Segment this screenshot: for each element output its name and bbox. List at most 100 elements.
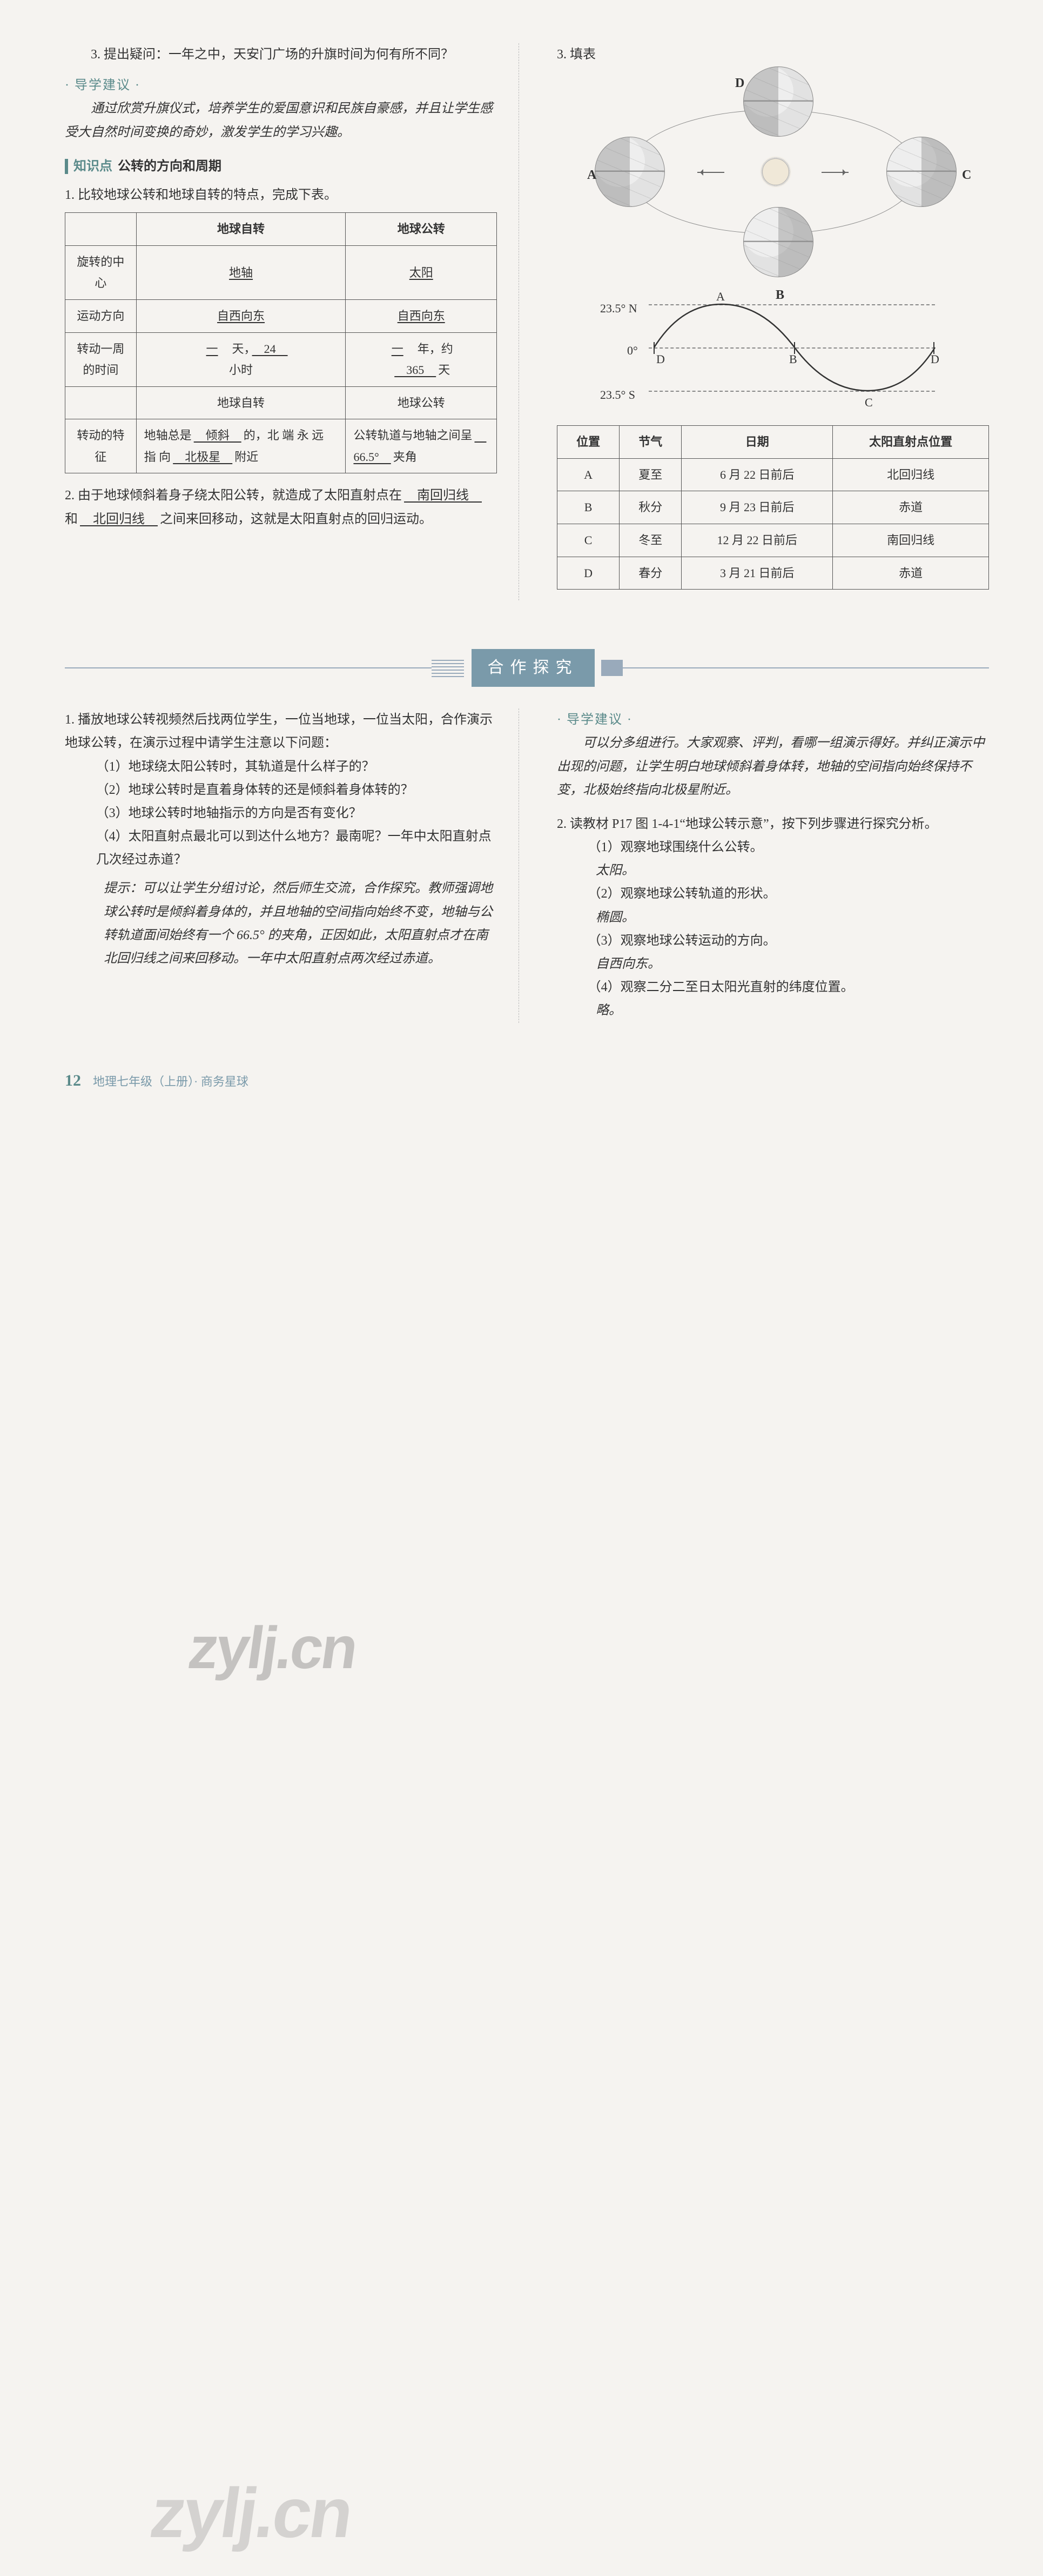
bl-q1-intro: 1. 播放地球公转视频然后找两位学生，一位当地球，一位当太阳，合作演示地球公转，… [65, 708, 497, 755]
table-cell: 旋转的中心 [65, 245, 137, 299]
arrow-icon [822, 172, 849, 173]
table-cell: 夏至 [620, 458, 682, 491]
table-cell [65, 386, 137, 419]
table-cell: 9 月 23 日前后 [682, 491, 833, 524]
wave-pt-d1: D [656, 349, 665, 370]
table-cell: 一 年，约 365 天 [346, 332, 497, 386]
table-cell: 地轴 [136, 245, 346, 299]
table-cell: 北回归线 [833, 458, 989, 491]
table-cell: 地球自转 [136, 213, 346, 246]
br-advice-label: · 导学建议 · [557, 708, 989, 732]
heading-bar-icon [65, 159, 68, 174]
globe-d-icon [743, 66, 813, 137]
footer-book-title: 地理七年级（上册）· 商务星球 [93, 1075, 248, 1088]
table-row: 转动一周的时间 一 天， 24 小时 一 年，约 365 天 [65, 332, 497, 386]
cooperate-banner: 合作探究 [65, 649, 989, 687]
orbit-label-d: D [735, 72, 744, 95]
table-cell: 3 月 21 日前后 [682, 557, 833, 590]
bl-sub-4: （4）太阳直射点最北可以到达什么地方？最南呢？一年中太阳直射点几次经过赤道？ [65, 825, 497, 872]
wave-pt-b: B [789, 349, 797, 370]
question-3: 3. 提出疑问：一年之中，天安门广场的升旗时间为何有所不同？ [65, 43, 497, 66]
table-cell: 地球公转 [346, 213, 497, 246]
table-cell: 赤道 [833, 491, 989, 524]
table-cell: 转动一周的时间 [65, 332, 137, 386]
table-row: 转动的特征 地轴总是 倾斜 的，北 端 永 远 指 向 北极星 附近 公转轨道与… [65, 419, 497, 473]
advice-text: 通过欣赏升旗仪式，培养学生的爱国意识和民族自豪感，并且让学生感受大自然时间变换的… [65, 97, 497, 144]
table-cell: 自西向东 [346, 299, 497, 332]
table-cell: 地球公转 [346, 386, 497, 419]
banner-hatch-icon [432, 659, 464, 677]
globe-c-icon [886, 137, 957, 207]
kp-title: 公转的方向和周期 [118, 155, 221, 178]
wave-pt-d2: D [931, 349, 939, 370]
page-footer: zylj.cn 12 地理七年级（上册）· 商务星球 [65, 1066, 989, 1095]
table-cell: 冬至 [620, 524, 682, 557]
table-row: D 春分 3 月 21 日前后 赤道 [557, 557, 989, 590]
table-row: 旋转的中心 地轴 太阳 [65, 245, 497, 299]
bl-sub-3: （3）地球公转时地轴指示的方向是否有变化？ [65, 802, 497, 825]
declination-wave-chart: 23.5° N 0° 23.5° S A B C D D [600, 288, 946, 412]
wave-pt-c: C [865, 392, 873, 413]
br-q2-intro: 2. 读教材 P17 图 1-4-1“地球公转示意”，按下列步骤进行探究分析。 [557, 813, 989, 836]
watermark: zylj.cn [181, 1595, 363, 1702]
banner-line-icon [65, 667, 432, 668]
table-cell: C [557, 524, 620, 557]
banner-postbar-icon [601, 660, 623, 676]
table-row: C 冬至 12 月 22 日前后 南回归线 [557, 524, 989, 557]
wave-label-n: 23.5° N [600, 298, 637, 319]
table-row: B 秋分 9 月 23 日前后 赤道 [557, 491, 989, 524]
arrow-icon [697, 172, 724, 173]
br-step-a: 太阳。 [557, 859, 989, 882]
bl-hint: 提示：可以让学生分组讨论，然后师生交流，合作探究。教师强调地球公转时是倾斜着身体… [65, 877, 497, 971]
rotation-compare-table: 地球自转 地球公转 旋转的中心 地轴 太阳 运动方向 自西向东 自西向东 转动一… [65, 212, 497, 473]
knowledge-heading: 知识点 公转的方向和周期 [65, 155, 497, 178]
watermark: zylj.cn [143, 2450, 360, 2576]
table-cell: 位置 [557, 426, 620, 459]
table-row: A 夏至 6 月 22 日前后 北回归线 [557, 458, 989, 491]
table-cell: 6 月 22 日前后 [682, 458, 833, 491]
table-cell: 公转轨道与地轴之间呈 66.5° 夹角 [346, 419, 497, 473]
table-cell: 节气 [620, 426, 682, 459]
table-cell: 秋分 [620, 491, 682, 524]
orbit-label-c: C [962, 164, 971, 187]
table-row: 地球自转 地球公转 [65, 386, 497, 419]
table-cell: 日期 [682, 426, 833, 459]
table-cell: 南回归线 [833, 524, 989, 557]
table-cell: 地轴总是 倾斜 的，北 端 永 远 指 向 北极星 附近 [136, 419, 346, 473]
br-step-q: （4）观察二分二至日太阳光直射的纬度位置。 [557, 976, 989, 999]
table-cell [65, 213, 137, 246]
table-cell: 赤道 [833, 557, 989, 590]
banner-line-icon [623, 667, 990, 668]
q1-intro: 1. 比较地球公转和地球自转的特点，完成下表。 [65, 184, 497, 207]
br-advice-text: 可以分多组进行。大家观察、评判，看哪一组演示得好。并纠正演示中出现的问题，让学生… [557, 732, 989, 802]
table-cell: 自西向东 [136, 299, 346, 332]
bottom-right-column: · 导学建议 · 可以分多组进行。大家观察、评判，看哪一组演示得好。并纠正演示中… [551, 708, 989, 1022]
globe-b-icon [743, 207, 813, 277]
table-cell: D [557, 557, 620, 590]
br-step-q: （1）观察地球围绕什么公转。 [557, 836, 989, 859]
table-cell: 太阳 [346, 245, 497, 299]
page-number: 12 [65, 1072, 81, 1089]
sun-icon [762, 158, 789, 185]
banner-label: 合作探究 [472, 649, 595, 687]
br-step-a: 自西向东。 [557, 953, 989, 976]
table-cell: 转动的特征 [65, 419, 137, 473]
table-cell: 一 天， 24 小时 [136, 332, 346, 386]
q2-text: 2. 由于地球倾斜着身子绕太阳公转，就造成了太阳直射点在 南回归线 和 北回归线… [65, 484, 497, 531]
table-cell: 运动方向 [65, 299, 137, 332]
table-row: 位置 节气 日期 太阳直射点位置 [557, 426, 989, 459]
solar-terms-table: 位置 节气 日期 太阳直射点位置 A 夏至 6 月 22 日前后 北回归线 B … [557, 425, 989, 590]
bl-sub-2: （2）地球公转时是直着身体转的还是倾斜着身体转的？ [65, 779, 497, 802]
wave-label-0: 0° [627, 340, 638, 362]
br-step-q: （2）观察地球公转轨道的形状。 [557, 882, 989, 906]
globe-a-icon [595, 137, 665, 207]
table-row: 地球自转 地球公转 [65, 213, 497, 246]
q3-label: 3. 填表 [557, 43, 989, 66]
table-cell: 太阳直射点位置 [833, 426, 989, 459]
table-cell: 春分 [620, 557, 682, 590]
bl-sub-1: （1）地球绕太阳公转时，其轨道是什么样子的？ [65, 755, 497, 779]
table-row: 运动方向 自西向东 自西向东 [65, 299, 497, 332]
br-step-a: 略。 [557, 999, 989, 1022]
orbit-label-a: A [587, 164, 596, 187]
advice-label: · 导学建议 · [65, 74, 497, 97]
